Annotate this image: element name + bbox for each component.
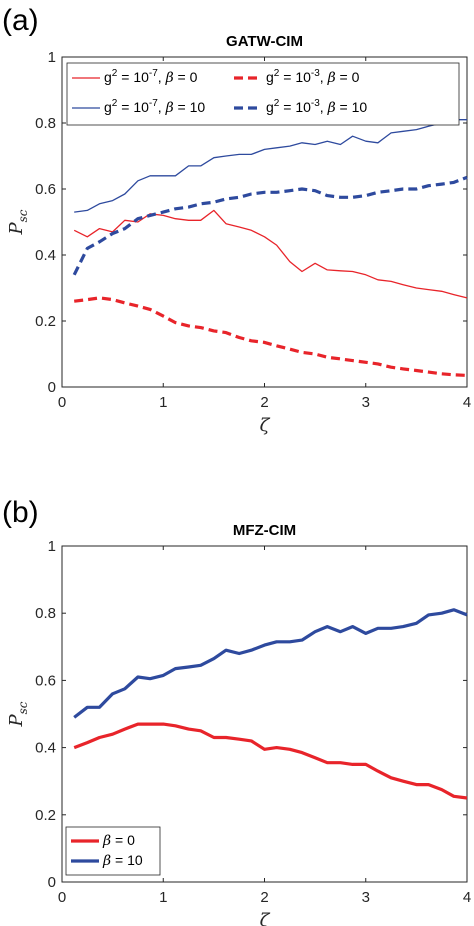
legend-entry-1: g2 = 10-7, β = 10 [104, 98, 205, 116]
legend-beta-eq: = [174, 69, 190, 85]
legend: β = 0β = 10 [65, 826, 161, 876]
legend-entry-2: g2 = 10-3, β = 0 [266, 68, 360, 86]
x-tick-label: 0 [58, 394, 66, 411]
legend-box [66, 62, 460, 126]
y-axis-label-main: P [6, 222, 27, 236]
y-tick-label: 0.6 [35, 181, 56, 198]
legend-beta-value: 10 [127, 852, 143, 868]
legend-entry-1: β = 10 [102, 852, 143, 869]
panel-label-b: (b) [2, 496, 39, 529]
series-line-1 [74, 119, 467, 213]
y-tick-label: 0 [48, 379, 56, 396]
legend-g: g [266, 69, 274, 85]
legend-beta-symbol: β [102, 853, 111, 869]
legend-g: g [266, 99, 274, 115]
legend-comma: , [320, 69, 328, 85]
legend-beta-symbol: β [165, 70, 174, 86]
legend-beta-value: 0 [127, 832, 135, 848]
legend-comma: , [320, 99, 328, 115]
legend-entry-0: β = 0 [102, 832, 135, 849]
x-tick-label: 4 [463, 889, 471, 906]
legend-entry-0: g2 = 10-7, β = 0 [104, 68, 198, 86]
legend-g-power: 2 [274, 68, 280, 79]
legend-eq: = 10 [279, 99, 311, 115]
x-tick-label: 4 [463, 394, 471, 411]
y-axis-label-main: P [6, 714, 27, 728]
y-tick-label: 0.4 [35, 247, 56, 264]
legend-beta-value: 10 [190, 99, 206, 115]
legend-eq: = 10 [279, 69, 311, 85]
series-line-1 [73, 608, 468, 719]
legend-comma: , [158, 99, 166, 115]
legend: g2 = 10-7, β = 0 g2 = 10-3, β = 0g2 = 10-… [66, 62, 460, 126]
chart-title: MFZ-CIM [233, 522, 296, 539]
x-tick-label: 2 [260, 889, 268, 906]
legend-g: g [104, 99, 112, 115]
y-tick-label: 1 [48, 49, 56, 66]
y-axis-label: Psc [6, 209, 30, 235]
legend-beta-symbol: β [327, 100, 336, 116]
legend-beta-eq: = [336, 69, 352, 85]
x-tick-label: 0 [58, 889, 66, 906]
series-line-2 [74, 296, 468, 377]
legend-entry-3: g2 = 10-3, β = 10 [266, 98, 367, 116]
legend-g: g [104, 69, 112, 85]
legend-exponent: -3 [311, 98, 320, 109]
legend-beta-eq: = [336, 99, 352, 115]
series-line-0 [73, 209, 468, 299]
x-tick-label: 1 [159, 889, 167, 906]
legend-eq: = 10 [117, 69, 149, 85]
legend-comma: , [158, 69, 166, 85]
y-axis-label: Psc [6, 701, 30, 727]
y-tick-label: 1 [48, 538, 56, 555]
legend-eq: = 10 [117, 99, 149, 115]
legend-g-power: 2 [112, 68, 118, 79]
y-tick-label: 0.2 [35, 313, 56, 330]
x-tick-label: 3 [362, 889, 370, 906]
panel-label-a: (a) [2, 4, 39, 37]
legend-beta-symbol: β [102, 833, 111, 849]
y-axis-label-sub: sc [16, 209, 30, 222]
legend-beta-eq: = [111, 852, 127, 868]
legend-beta-value: 0 [190, 69, 198, 85]
legend-beta-eq: = [111, 832, 127, 848]
y-tick-label: 0.8 [35, 605, 56, 622]
legend-g-power: 2 [112, 98, 118, 109]
legend-beta-symbol: β [165, 100, 174, 116]
legend-box [65, 826, 161, 876]
x-tick-label: 2 [260, 394, 268, 411]
legend-beta-eq: = [174, 99, 190, 115]
x-tick-label: 1 [159, 394, 167, 411]
x-tick-label: 3 [362, 394, 370, 411]
y-tick-label: 0.2 [35, 807, 56, 824]
x-axis-label: ζ [260, 415, 271, 436]
legend-beta-value: 10 [352, 99, 368, 115]
y-tick-label: 0 [48, 874, 56, 891]
y-tick-label: 0.6 [35, 672, 56, 689]
x-axis-label: ζ [260, 910, 271, 926]
y-axis-label-sub: sc [16, 701, 30, 714]
legend-g-power: 2 [274, 98, 280, 109]
legend-exponent: -3 [311, 68, 320, 79]
y-tick-label: 0.4 [35, 740, 56, 757]
legend-exponent: -7 [149, 68, 158, 79]
y-tick-label: 0.8 [35, 115, 56, 132]
legend-beta-value: 0 [352, 69, 360, 85]
legend-beta-symbol: β [327, 70, 336, 86]
series-line-3 [72, 175, 468, 276]
legend-exponent: -7 [149, 98, 158, 109]
chart-title: GATW-CIM [226, 33, 303, 50]
series-line-0 [73, 722, 468, 800]
